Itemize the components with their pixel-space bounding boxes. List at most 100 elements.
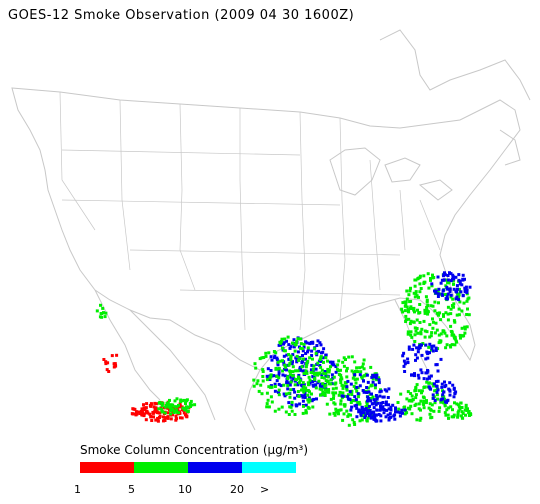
smoke-pixel [345, 388, 349, 392]
smoke-pixel [277, 382, 281, 386]
smoke-pixel [361, 389, 365, 392]
smoke-pixel [389, 415, 393, 419]
smoke-pixel [443, 403, 447, 407]
smoke-pixel [461, 411, 465, 415]
smoke-pixel [296, 337, 300, 341]
smoke-pixel [426, 369, 430, 373]
smoke-pixel [321, 393, 324, 396]
smoke-pixel [281, 369, 285, 373]
smoke-pixel [308, 356, 312, 360]
smoke-pixel [292, 388, 296, 391]
smoke-pixel [449, 295, 453, 299]
smoke-pixel [448, 393, 452, 397]
smoke-pixel [374, 394, 378, 397]
smoke-pixel [308, 390, 311, 394]
smoke-pixel [408, 306, 412, 310]
smoke-pixel [260, 356, 264, 360]
smoke-pixel [403, 405, 407, 409]
smoke-pixel [396, 410, 400, 414]
smoke-pixel [461, 278, 465, 282]
smoke-pixel [346, 395, 350, 399]
smoke-pixel [367, 398, 371, 402]
smoke-pixel [430, 284, 434, 288]
smoke-pixel [442, 274, 445, 278]
smoke-pixel [408, 300, 412, 304]
smoke-pixel [340, 383, 344, 387]
smoke-pixel [293, 413, 297, 416]
smoke-pixel [358, 373, 362, 377]
smoke-pixel [320, 376, 324, 379]
smoke-pixel [262, 356, 266, 359]
smoke-pixel [277, 393, 281, 397]
smoke-pixel [449, 405, 453, 409]
smoke-pixel [304, 409, 308, 413]
smoke-pixel [326, 359, 329, 363]
smoke-pixel [273, 409, 277, 413]
smoke-pixel [353, 395, 357, 399]
smoke-pixel [387, 407, 391, 411]
smoke-pixel [434, 388, 438, 392]
smoke-pixel [350, 393, 354, 396]
smoke-pixel [369, 365, 373, 369]
smoke-pixel [391, 403, 395, 407]
smoke-pixel [297, 358, 301, 362]
smoke-pixel [304, 357, 307, 361]
smoke-pixel [416, 308, 419, 312]
smoke-pixel [375, 396, 379, 400]
smoke-pixel [403, 309, 407, 313]
smoke-pixel [314, 386, 318, 390]
smoke-pixel [459, 414, 463, 418]
smoke-pixel [306, 393, 310, 397]
smoke-pixel [291, 370, 295, 374]
smoke-pixel [193, 403, 197, 407]
smoke-pixel [428, 342, 432, 346]
smoke-pixel [324, 372, 328, 376]
smoke-pixel [430, 344, 434, 348]
smoke-pixel [403, 408, 407, 412]
smoke-pixel [280, 405, 284, 409]
smoke-pixel [292, 377, 296, 381]
smoke-pixel [163, 405, 167, 409]
smoke-pixel [298, 357, 302, 361]
smoke-pixel [339, 402, 343, 406]
smoke-pixel [445, 343, 449, 347]
smoke-pixel [456, 287, 459, 291]
smoke-pixel [365, 386, 369, 389]
smoke-pixel [408, 289, 412, 293]
smoke-pixel [282, 342, 285, 346]
smoke-pixel [422, 386, 426, 389]
smoke-pixel [291, 341, 294, 345]
smoke-pixel [325, 402, 329, 406]
smoke-pixel [152, 411, 156, 414]
smoke-pixel [308, 381, 312, 385]
smoke-pixel [359, 413, 363, 417]
smoke-pixel [156, 416, 160, 420]
smoke-pixel [351, 376, 355, 380]
smoke-pixel [416, 373, 420, 377]
smoke-pixel [180, 416, 184, 420]
smoke-pixel [287, 343, 291, 347]
smoke-pixel [324, 356, 328, 360]
smoke-pixel [394, 406, 397, 410]
smoke-map [11, 29, 531, 431]
smoke-pixel [273, 356, 276, 360]
smoke-pixel [148, 412, 152, 416]
smoke-pixel [425, 298, 429, 302]
smoke-pixel [345, 366, 349, 370]
smoke-pixel [439, 398, 443, 402]
smoke-pixel [297, 373, 301, 377]
smoke-pixel [273, 382, 277, 386]
smoke-pixel [306, 381, 310, 385]
smoke-pixel [265, 378, 269, 382]
smoke-pixel [431, 320, 435, 324]
smoke-pixel [430, 331, 434, 335]
smoke-pixel [386, 396, 390, 399]
smoke-pixel [325, 390, 329, 394]
smoke-pixel [327, 388, 331, 391]
smoke-pixel [362, 412, 366, 416]
smoke-pixel [415, 327, 419, 330]
smoke-pixel [401, 310, 405, 314]
smoke-pixel [439, 400, 443, 404]
smoke-pixel [428, 412, 432, 416]
smoke-pixel [285, 353, 289, 357]
